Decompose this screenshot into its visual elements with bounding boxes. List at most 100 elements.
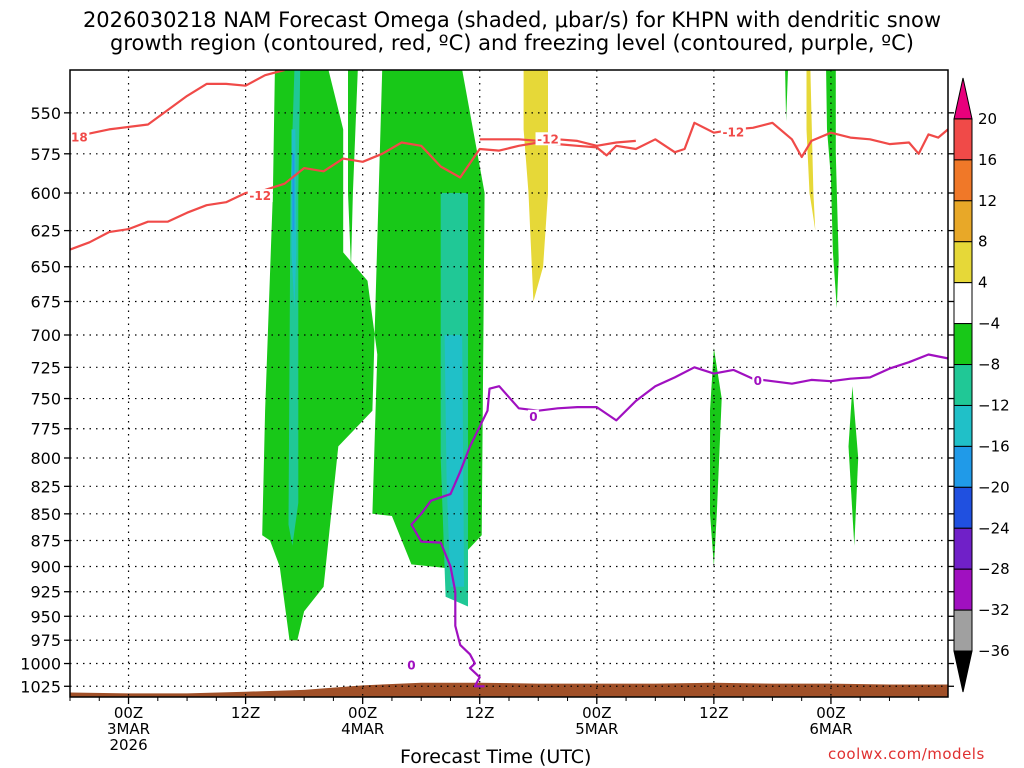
y-tick-label-725: 725 (30, 358, 61, 377)
colorbar-bin-2 (953, 159, 973, 202)
contour-label-bg-6 (405, 658, 417, 672)
x-tick-label-60-0: 12Z (699, 704, 728, 722)
colorbar-label-5: −4 (978, 315, 1000, 333)
colorbar-label-0: 20 (978, 110, 997, 128)
colorbar-bin-7 (953, 364, 973, 406)
omega-region-7 (288, 70, 301, 546)
colorbar-label-1: 16 (978, 151, 997, 169)
colorbar-label-6: −8 (978, 356, 1000, 374)
y-tick-label-1025: 1025 (20, 677, 61, 696)
colorbar-label-7: −12 (978, 396, 1010, 414)
colorbar-label-9: −20 (978, 478, 1010, 496)
colorbar-bin-11 (953, 527, 973, 570)
colorbar-label-8: −16 (978, 437, 1010, 455)
colorbar-bin-3 (953, 200, 973, 243)
colorbar-bin-6 (953, 323, 973, 366)
chart-title-line1: 2026030218 NAM Forecast Omega (shaded, μ… (82, 8, 942, 32)
y-tick-label-650: 650 (30, 258, 61, 277)
omega-region-10 (444, 335, 465, 587)
contour-label-bg-3 (720, 125, 746, 139)
x-tick-label-48-0: 00Z (582, 704, 611, 722)
y-tick-label-900: 900 (30, 557, 61, 576)
x-tick-label-0-2: 2026 (109, 736, 147, 754)
colorbar-bin-12 (953, 568, 973, 611)
omega-region-11 (292, 153, 295, 231)
colorbar-label-13: −36 (978, 642, 1010, 660)
colorbar-bin-10 (953, 486, 973, 529)
contour-label-bg-4 (527, 409, 539, 423)
contour-label-1: -12 (249, 189, 271, 203)
y-tick-label-950: 950 (30, 607, 61, 626)
y-tick-label-875: 875 (30, 532, 61, 551)
omega-region-3 (826, 70, 839, 309)
x-tick-label-48-1: 5MAR (575, 720, 618, 738)
y-tick-label-800: 800 (30, 449, 61, 468)
x-tick-label-0-0: 00Z (114, 704, 143, 722)
credit-link[interactable]: coolwx.com/models (828, 745, 985, 763)
y-tick-label-850: 850 (30, 505, 61, 524)
omega-region-4 (785, 70, 788, 122)
colorbar-label-11: −28 (978, 560, 1010, 578)
x-axis-title: Forecast Time (UTC) (400, 746, 592, 768)
y-tick-label-750: 750 (30, 390, 61, 409)
colorbar-bin-1 (953, 118, 973, 161)
colorbar-bin-8 (953, 404, 973, 447)
y-tick-label-775: 775 (30, 420, 61, 439)
x-tick-label-24-0: 00Z (348, 704, 377, 722)
contour--12-1 (70, 121, 948, 251)
x-tick-label-12-0: 12Z (231, 704, 260, 722)
omega-region-13 (806, 70, 816, 231)
y-tick-label-1000: 1000 (20, 655, 61, 674)
contour-0-3 (410, 353, 948, 688)
contour-label-bg-2 (535, 132, 561, 146)
colorbar-bin-5 (953, 282, 973, 325)
contour-lines: -18 -12 -12 -12 0 0 0 (66, 70, 948, 688)
colorbar: 20 16 12 8 4 −4 −8 −12 −16 −20 −24 −28 −32 −36 (953, 77, 1010, 693)
omega-region-12 (523, 70, 548, 302)
contour-label-5: 0 (754, 374, 762, 388)
colorbar-bin-9 (953, 445, 973, 488)
y-tick-label-675: 675 (30, 292, 61, 311)
y-tick-label-600: 600 (30, 184, 61, 203)
omega-region-1 (416, 280, 425, 492)
colorbar-bin-0 (953, 77, 973, 120)
y-tick-label-625: 625 (30, 222, 61, 241)
x-tick-label-24-1: 4MAR (341, 720, 384, 738)
chart-title-line2: growth region (contoured, red, ºC) and f… (110, 31, 914, 55)
y-tick-label-575: 575 (30, 145, 61, 164)
ground-surface (70, 682, 948, 697)
y-tick-label-550: 550 (30, 104, 61, 123)
x-tick-label-72-0: 00Z (816, 704, 845, 722)
colorbar-label-3: 8 (978, 233, 988, 251)
colorbar-label-2: 12 (978, 192, 997, 210)
omega-region-2 (348, 70, 358, 267)
contour--18-0 (70, 70, 285, 139)
x-tick-label-36-0: 12Z (465, 704, 494, 722)
contour-label-bg-5 (752, 374, 764, 388)
colorbar-label-12: −32 (978, 601, 1010, 619)
y-tick-label-825: 825 (30, 477, 61, 496)
omega-region-0 (262, 70, 485, 641)
y-tick-label-975: 975 (30, 631, 61, 650)
contour-label-0: -18 (66, 131, 88, 145)
contour-label-4: 0 (529, 410, 537, 424)
y-tick-label-925: 925 (30, 583, 61, 602)
colorbar-label-10: −24 (978, 519, 1010, 537)
colorbar-label-4: 4 (978, 274, 988, 292)
plot-area (70, 70, 948, 697)
omega-region-5 (710, 348, 722, 567)
axes: 550 575 600 625 650 675 700 725 750 775 800 825 850 8… (20, 69, 954, 754)
contour-label-bg-0 (70, 130, 90, 144)
contour-label-3: -12 (723, 126, 745, 140)
contour-label-2: -12 (537, 132, 559, 146)
omega-region-6 (848, 386, 859, 546)
y-tick-label-700: 700 (30, 326, 61, 345)
x-tick-label-0-1: 3MAR (107, 720, 150, 738)
contour-label-6: 0 (407, 658, 415, 672)
grid-lines (70, 70, 948, 697)
x-tick-label-72-1: 6MAR (809, 720, 852, 738)
colorbar-bin-13 (953, 609, 973, 652)
colorbar-bin-4 (953, 241, 973, 284)
plot-frame (69, 69, 949, 698)
